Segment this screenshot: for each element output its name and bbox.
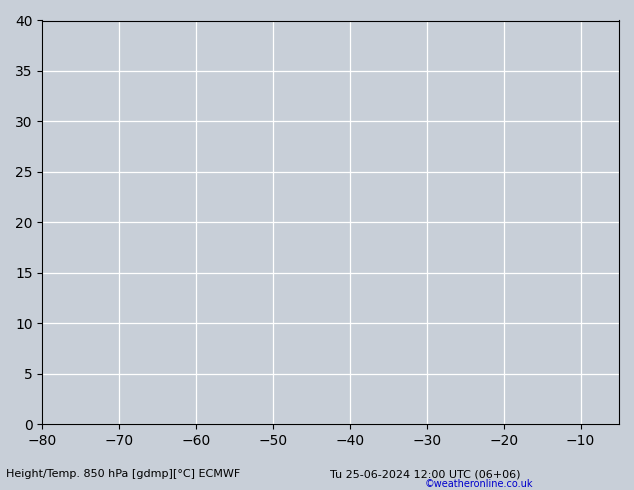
Text: ©weatheronline.co.uk: ©weatheronline.co.uk <box>425 479 533 489</box>
Text: Tu 25-06-2024 12:00 UTC (06+06): Tu 25-06-2024 12:00 UTC (06+06) <box>330 469 520 479</box>
Text: Height/Temp. 850 hPa [gdmp][°C] ECMWF: Height/Temp. 850 hPa [gdmp][°C] ECMWF <box>6 469 240 479</box>
